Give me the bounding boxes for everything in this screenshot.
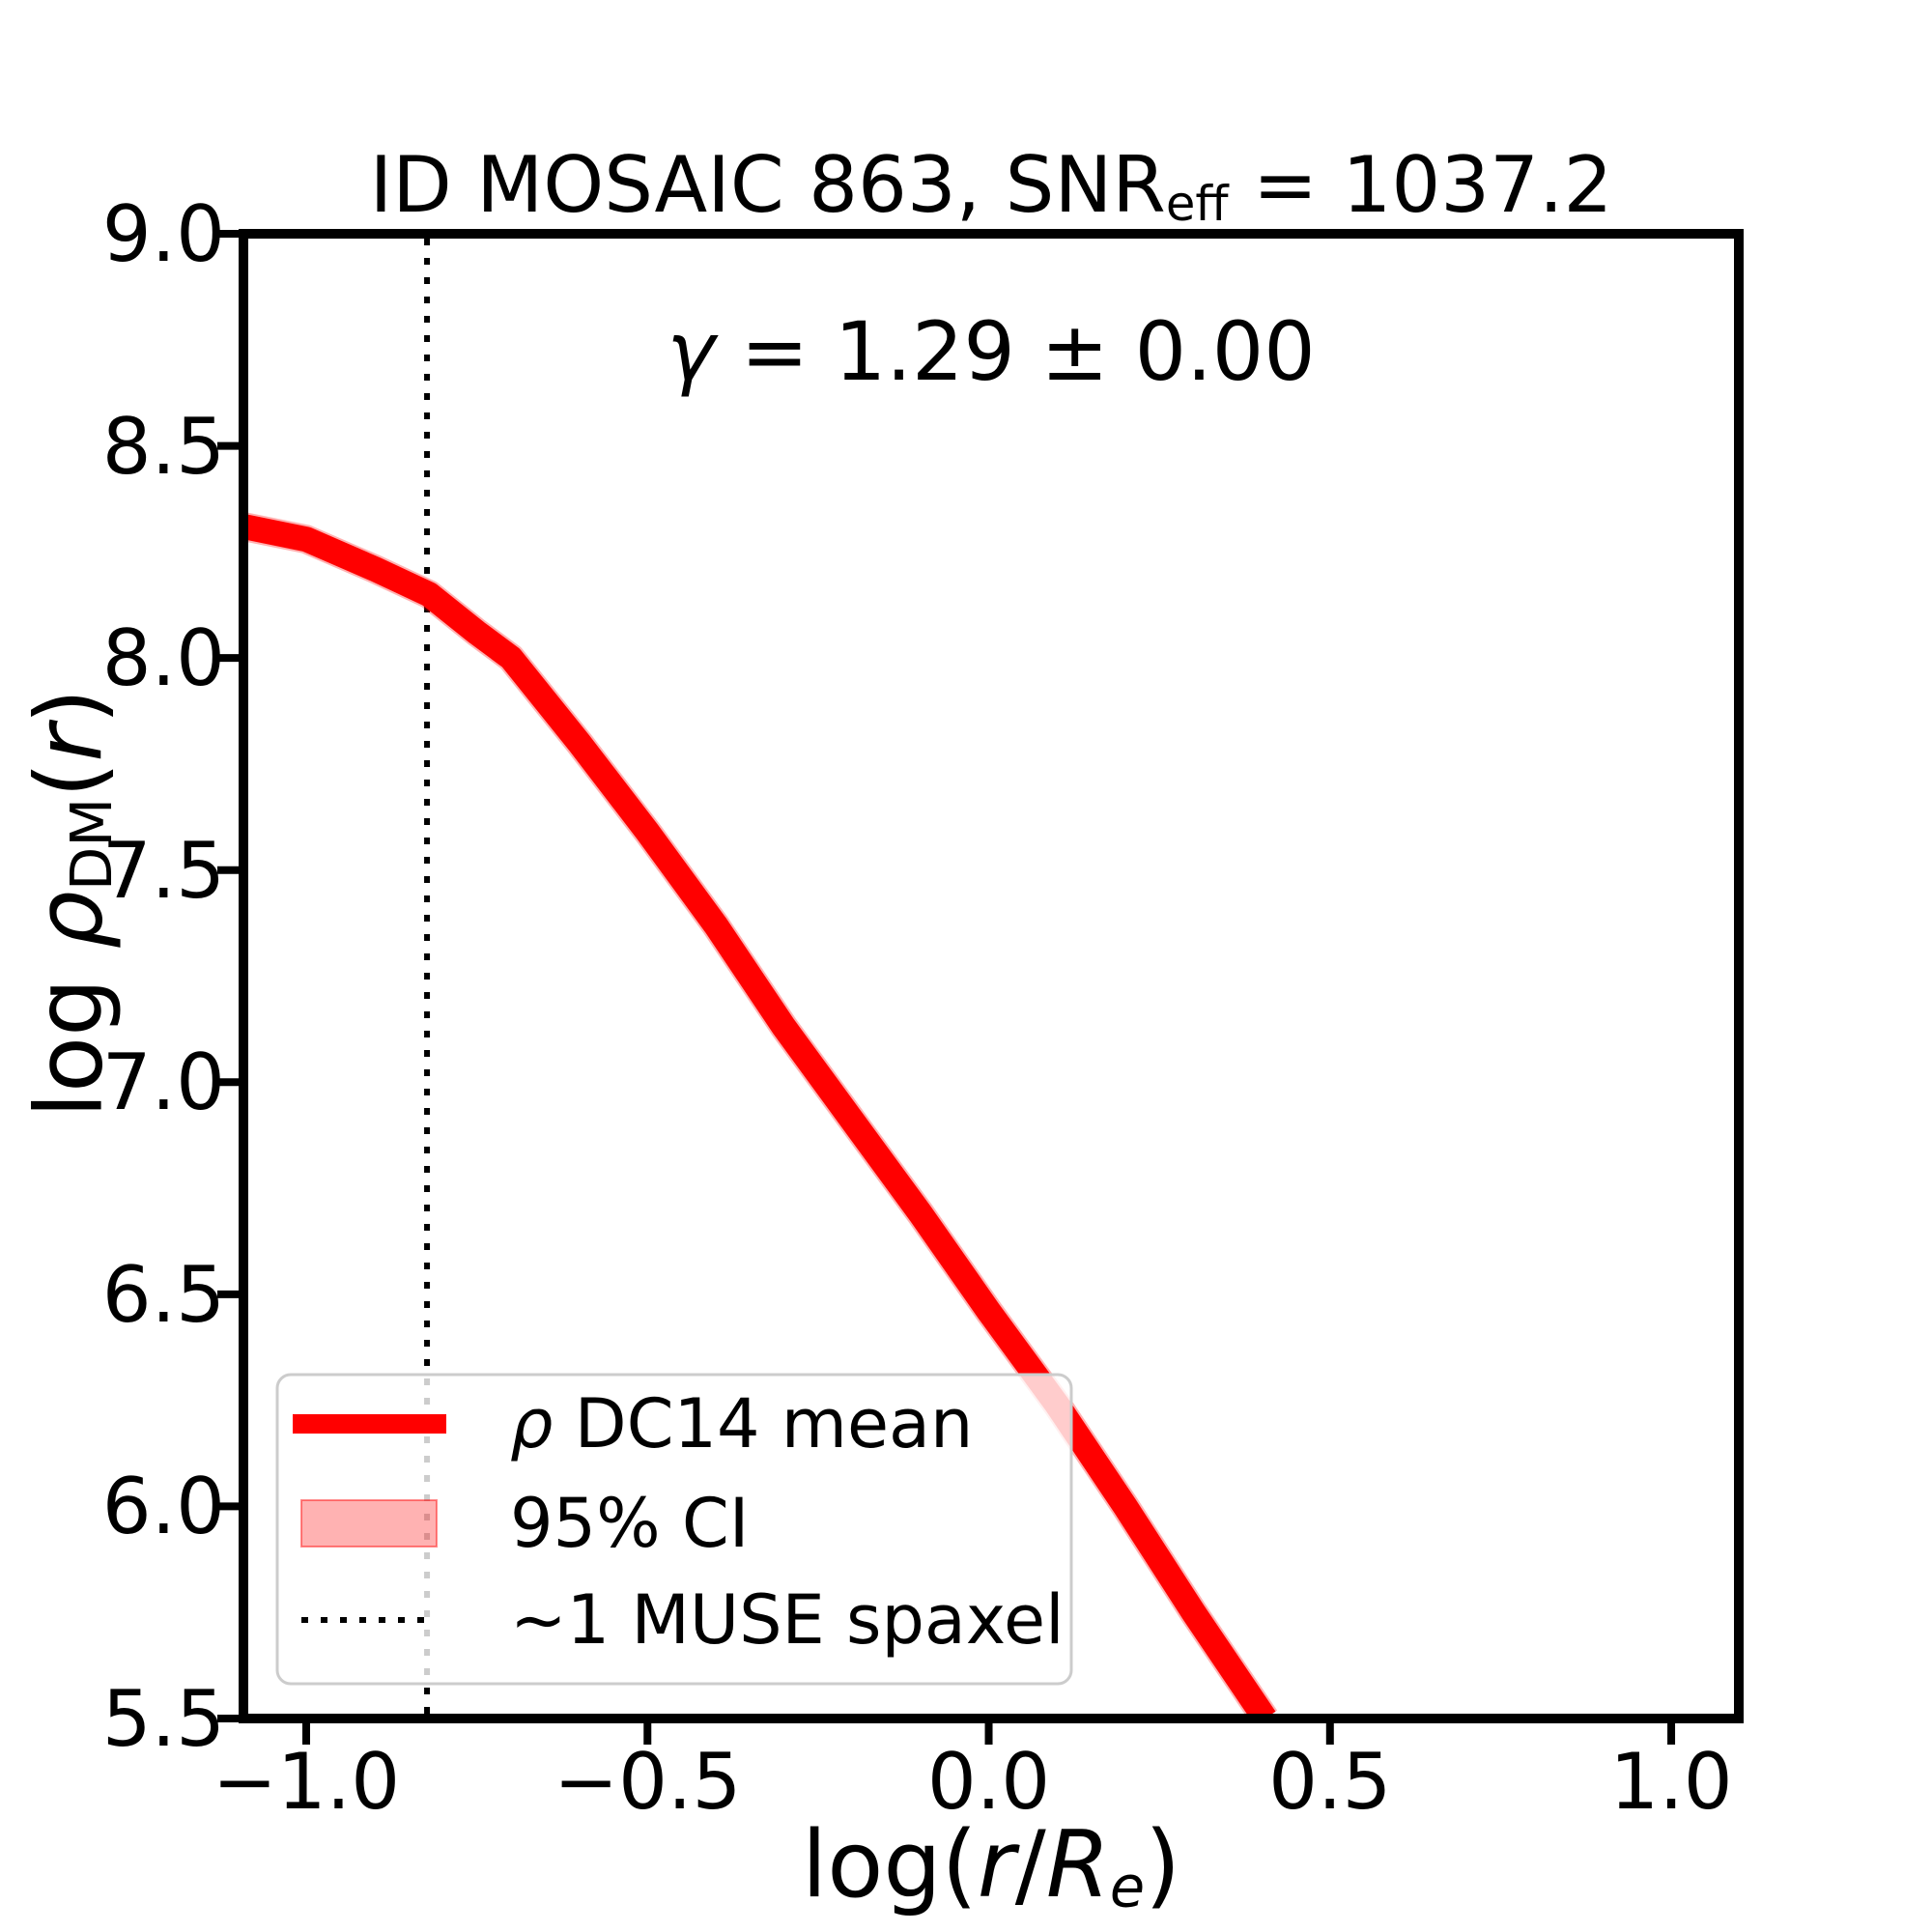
gamma-symbol: γ xyxy=(667,304,716,399)
legend xyxy=(275,1373,1073,1686)
plot-title: ID MOSAIC 863, SNReff = 1037.2 xyxy=(243,147,1739,229)
title-prefix: ID MOSAIC 863, SNR xyxy=(369,140,1166,230)
y-tick-label: 8.5 xyxy=(101,401,225,492)
y-tick-label: 6.5 xyxy=(101,1249,225,1340)
x-tick-label: 0.0 xyxy=(926,1737,1051,1827)
xlabel-r: r xyxy=(977,1812,1015,1918)
legend-spaxel-text: ∼1 MUSE spaxel xyxy=(510,1580,1065,1660)
x-axis-label: log(r/Re) xyxy=(243,1820,1739,1917)
xlabel-slash: / xyxy=(1014,1812,1046,1918)
xlabel-close: ) xyxy=(1145,1812,1181,1918)
y-tick-label: 9.0 xyxy=(101,189,225,279)
legend-label-mean: ρ DC14 mean xyxy=(510,1390,973,1458)
y-tick-label: 8.0 xyxy=(101,613,225,704)
legend-mean-text: DC14 mean xyxy=(553,1384,974,1463)
title-subscript: eff xyxy=(1165,175,1229,232)
dc14-mean-curve xyxy=(248,514,1276,1714)
x-tick-label: −1.0 xyxy=(212,1737,401,1827)
xlabel-R: R xyxy=(1045,1812,1110,1918)
xlabel-log: log( xyxy=(801,1812,978,1918)
y-tick-marks xyxy=(217,230,239,1722)
legend-label-ci: 95% CI xyxy=(510,1490,749,1557)
legend-ci-patch-swatch xyxy=(300,1499,438,1548)
title-suffix: = 1037.2 xyxy=(1228,140,1613,230)
ylabel-r: r xyxy=(16,724,124,762)
legend-rho-symbol: ρ xyxy=(510,1384,554,1463)
gamma-value: = 1.29 ± 0.00 xyxy=(715,304,1316,399)
axes-spines xyxy=(239,229,1744,1723)
x-tick-label: 0.5 xyxy=(1268,1737,1392,1827)
x-tick-label: 1.0 xyxy=(1609,1737,1733,1827)
y-tick-label: 7.5 xyxy=(101,825,225,916)
y-tick-label: 5.5 xyxy=(101,1674,225,1764)
legend-ci-text: 95% CI xyxy=(510,1484,750,1563)
x-tick-label: −0.5 xyxy=(554,1737,742,1827)
x-tick-marks xyxy=(302,1723,1676,1745)
legend-label-spaxel: ∼1 MUSE spaxel xyxy=(510,1586,1065,1654)
xlabel-sub-e: e xyxy=(1109,1853,1146,1920)
y-tick-label: 7.0 xyxy=(101,1037,225,1128)
ylabel-open-paren: ( xyxy=(16,761,124,798)
legend-box xyxy=(275,1373,1073,1686)
y-tick-label: 6.0 xyxy=(101,1462,225,1552)
gamma-annotation: γ = 1.29 ± 0.00 xyxy=(243,311,1739,392)
